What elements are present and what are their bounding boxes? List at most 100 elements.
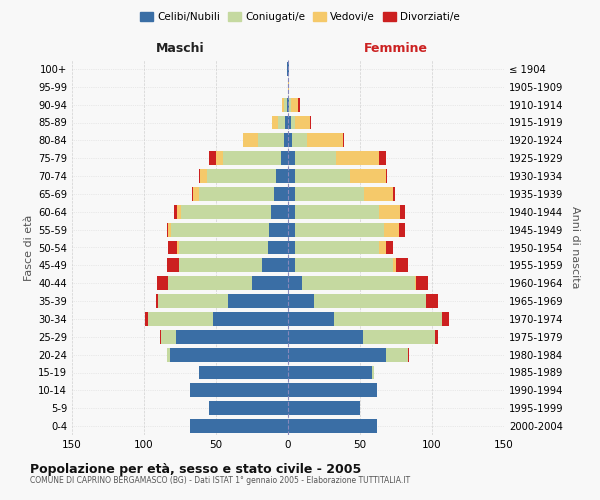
Bar xyxy=(289,98,291,112)
Bar xyxy=(343,134,344,147)
Bar xyxy=(269,222,288,236)
Bar xyxy=(386,240,393,254)
Bar xyxy=(396,258,407,272)
Bar xyxy=(295,116,310,130)
Bar xyxy=(169,240,177,254)
Bar xyxy=(386,169,388,183)
Bar xyxy=(295,240,379,254)
Bar xyxy=(176,330,288,344)
Bar xyxy=(274,187,288,201)
Bar xyxy=(271,205,288,219)
Bar xyxy=(169,222,172,236)
Bar xyxy=(213,312,288,326)
Bar xyxy=(288,116,291,130)
Text: Maschi: Maschi xyxy=(155,42,205,54)
Bar xyxy=(307,134,343,147)
Bar xyxy=(161,330,176,344)
Y-axis label: Anni di nascita: Anni di nascita xyxy=(570,206,580,289)
Bar xyxy=(399,222,404,236)
Bar xyxy=(181,205,271,219)
Bar xyxy=(262,258,288,272)
Bar xyxy=(281,151,288,165)
Bar xyxy=(295,169,350,183)
Bar xyxy=(288,240,295,254)
Bar xyxy=(177,240,179,254)
Bar xyxy=(295,205,379,219)
Bar xyxy=(416,276,428,290)
Bar xyxy=(295,151,335,165)
Bar xyxy=(208,169,277,183)
Bar xyxy=(167,222,169,236)
Bar xyxy=(200,169,208,183)
Bar xyxy=(415,276,416,290)
Bar xyxy=(385,222,399,236)
Bar xyxy=(174,205,177,219)
Bar xyxy=(199,169,200,183)
Bar xyxy=(179,258,262,272)
Bar xyxy=(295,187,364,201)
Bar xyxy=(209,401,288,415)
Bar xyxy=(288,222,295,236)
Bar xyxy=(363,330,435,344)
Bar xyxy=(288,205,295,219)
Bar xyxy=(288,366,371,380)
Bar xyxy=(285,116,288,130)
Bar xyxy=(291,98,298,112)
Bar xyxy=(288,134,292,147)
Bar xyxy=(252,276,288,290)
Bar xyxy=(170,348,288,362)
Bar xyxy=(364,187,393,201)
Bar xyxy=(288,169,295,183)
Bar xyxy=(288,276,302,290)
Legend: Celibi/Nubili, Coniugati/e, Vedovi/e, Divorziati/e: Celibi/Nubili, Coniugati/e, Vedovi/e, Di… xyxy=(136,8,464,26)
Bar xyxy=(268,240,288,254)
Bar xyxy=(335,151,379,165)
Bar xyxy=(292,134,307,147)
Bar xyxy=(160,330,161,344)
Text: Femmine: Femmine xyxy=(364,42,428,54)
Bar xyxy=(407,348,409,362)
Bar xyxy=(193,187,199,201)
Bar xyxy=(288,62,289,76)
Bar xyxy=(278,116,285,130)
Bar xyxy=(272,116,278,130)
Bar xyxy=(288,384,377,398)
Bar xyxy=(295,258,393,272)
Bar xyxy=(288,151,295,165)
Bar xyxy=(350,169,386,183)
Bar xyxy=(158,294,227,308)
Bar xyxy=(288,258,295,272)
Bar xyxy=(334,312,442,326)
Bar xyxy=(288,312,334,326)
Bar xyxy=(295,222,385,236)
Bar xyxy=(288,98,289,112)
Y-axis label: Fasce di età: Fasce di età xyxy=(24,214,34,280)
Bar xyxy=(177,205,181,219)
Bar xyxy=(145,312,148,326)
Bar xyxy=(190,384,288,398)
Text: Popolazione per età, sesso e stato civile - 2005: Popolazione per età, sesso e stato civil… xyxy=(30,462,361,475)
Bar xyxy=(190,419,288,433)
Bar xyxy=(148,312,213,326)
Bar xyxy=(288,187,295,201)
Bar xyxy=(282,98,284,112)
Bar xyxy=(223,151,281,165)
Bar xyxy=(435,330,438,344)
Bar xyxy=(288,80,289,94)
Bar xyxy=(216,151,223,165)
Bar xyxy=(371,366,374,380)
Bar xyxy=(310,116,311,130)
Bar xyxy=(298,98,299,112)
Bar xyxy=(244,134,258,147)
Bar xyxy=(284,98,287,112)
Bar xyxy=(288,348,386,362)
Bar xyxy=(157,276,169,290)
Bar xyxy=(227,294,288,308)
Bar xyxy=(426,294,438,308)
Bar xyxy=(199,187,274,201)
Bar xyxy=(379,240,386,254)
Bar xyxy=(172,222,269,236)
Bar xyxy=(288,419,377,433)
Bar xyxy=(386,348,407,362)
Bar xyxy=(287,98,288,112)
